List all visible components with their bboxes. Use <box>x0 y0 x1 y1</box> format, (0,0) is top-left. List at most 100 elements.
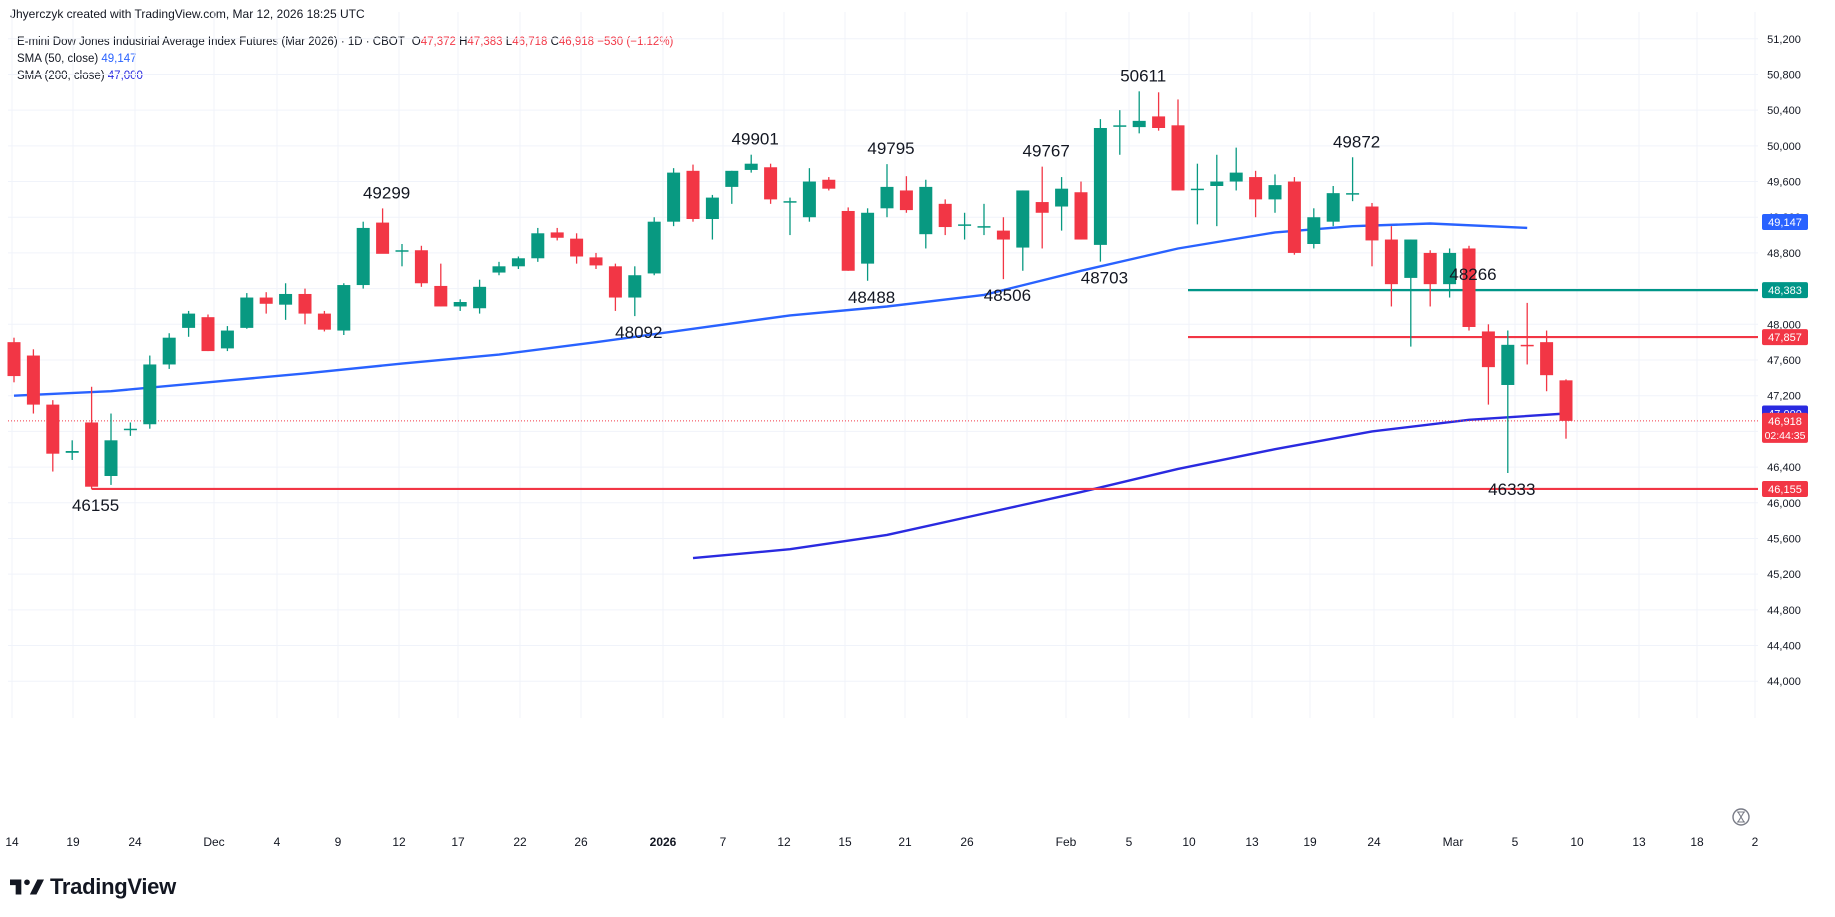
candle-body <box>1190 188 1204 191</box>
horizontal-levels <box>8 289 1758 491</box>
candle-body <box>453 302 467 307</box>
sma200-legend-value: 47,000 <box>107 70 143 82</box>
candle <box>977 203 991 236</box>
candle-body <box>317 313 331 330</box>
candle <box>395 244 409 267</box>
tradingview-footer[interactable]: TradingView <box>10 874 176 900</box>
resistance-47857-tag-label: 47,857 <box>1768 332 1802 344</box>
replay-clock-icon[interactable] <box>1732 808 1750 826</box>
y-tick-label: 50,800 <box>1767 69 1801 81</box>
candle-body <box>667 172 681 222</box>
candle <box>1093 119 1107 262</box>
sma200-legend-row[interactable]: SMA (200, close) 47,000 <box>17 68 673 85</box>
candle-body <box>1462 248 1476 327</box>
y-tick-label: 46,400 <box>1767 462 1801 474</box>
candle <box>1268 174 1282 213</box>
candle-body <box>783 201 797 203</box>
candle-body <box>628 275 642 298</box>
candle <box>899 176 913 213</box>
candle <box>434 263 448 307</box>
x-tick-label: 15 <box>838 835 852 849</box>
candle <box>744 154 758 173</box>
candle <box>996 217 1010 280</box>
x-tick-label: 24 <box>1367 835 1381 849</box>
candle <box>453 299 467 311</box>
candle-body <box>1287 181 1301 253</box>
candle-body <box>880 186 894 209</box>
candle <box>1035 166 1049 249</box>
candle-body <box>1307 217 1321 244</box>
candle <box>686 164 700 222</box>
candle <box>85 386 99 489</box>
x-tick-label: 12 <box>392 835 406 849</box>
tradingview-logo-icon <box>10 879 44 895</box>
candle-body <box>1093 128 1107 245</box>
candle-body <box>802 181 816 218</box>
candle-body <box>46 404 60 454</box>
candle-body <box>1035 202 1049 213</box>
y-tick-label: 51,200 <box>1767 34 1801 46</box>
sma200-line <box>692 412 1567 560</box>
y-axis[interactable]: 44,000 44,400 44,800 45,200 45,600 46,000 46,4… <box>1767 34 1801 688</box>
candle <box>259 292 273 314</box>
candle-body <box>686 170 700 220</box>
candle-body <box>570 238 584 257</box>
y-tick-label: 45,600 <box>1767 533 1801 545</box>
candle-body <box>1055 188 1069 207</box>
annotation-label: 48092 <box>615 323 662 342</box>
candle-body <box>511 258 525 267</box>
candle <box>1443 248 1457 298</box>
candle <box>337 283 351 336</box>
candle <box>356 221 370 289</box>
candle-body <box>473 286 487 309</box>
candle <box>376 208 390 254</box>
y-tick-label: 50,000 <box>1767 141 1801 153</box>
x-axis[interactable]: 14 19 24 Dec 4 9 12 17 22 26 2026 7 12 15 21 26 Feb 5 10 13… <box>5 835 1758 849</box>
candle <box>7 337 21 383</box>
annotation-label: 49795 <box>867 139 914 158</box>
candle-body <box>1365 206 1379 241</box>
candle-body <box>938 203 952 228</box>
candle-body <box>298 293 312 314</box>
candle-body <box>1113 125 1127 127</box>
candle-body <box>1481 331 1495 368</box>
candle <box>802 168 816 222</box>
sma50-legend-row[interactable]: SMA (50, close) 49,147 <box>17 51 673 68</box>
sma50-tag: 49,147 <box>1762 213 1808 230</box>
candle <box>628 266 642 317</box>
sma200-series <box>692 412 1567 560</box>
candle <box>220 326 234 352</box>
high-label: H <box>459 36 468 48</box>
low-label: L <box>505 36 513 48</box>
candle <box>143 355 157 429</box>
candle-body <box>240 297 254 328</box>
annotation-label: 48506 <box>984 286 1031 305</box>
resistance-48383-tag-bg <box>1762 282 1808 299</box>
candle <box>26 349 40 414</box>
open-label: O <box>411 36 421 48</box>
y-tick-label: 44,400 <box>1767 641 1801 653</box>
candle-body <box>1326 193 1340 222</box>
candle <box>1132 91 1146 134</box>
candle <box>279 283 293 320</box>
resistance-47857-tag-bg <box>1762 329 1808 346</box>
x-tick-label: 26 <box>960 835 974 849</box>
candle <box>783 197 797 236</box>
candle-body <box>841 210 855 271</box>
candle <box>511 256 525 269</box>
support-46155-tag: 46,155 <box>1762 480 1808 497</box>
x-tick-label: 21 <box>898 835 912 849</box>
candle-body <box>1132 120 1146 128</box>
last-price-tag-bg <box>1762 412 1808 443</box>
candle <box>240 293 254 329</box>
candle-body <box>1559 380 1573 421</box>
candle <box>550 227 564 241</box>
candle <box>46 400 60 472</box>
candle <box>1190 163 1204 225</box>
candle-body <box>1171 125 1185 191</box>
candle-body <box>182 313 196 328</box>
candle-body <box>65 451 79 453</box>
candle-body <box>201 317 215 352</box>
candle-body <box>492 266 506 273</box>
